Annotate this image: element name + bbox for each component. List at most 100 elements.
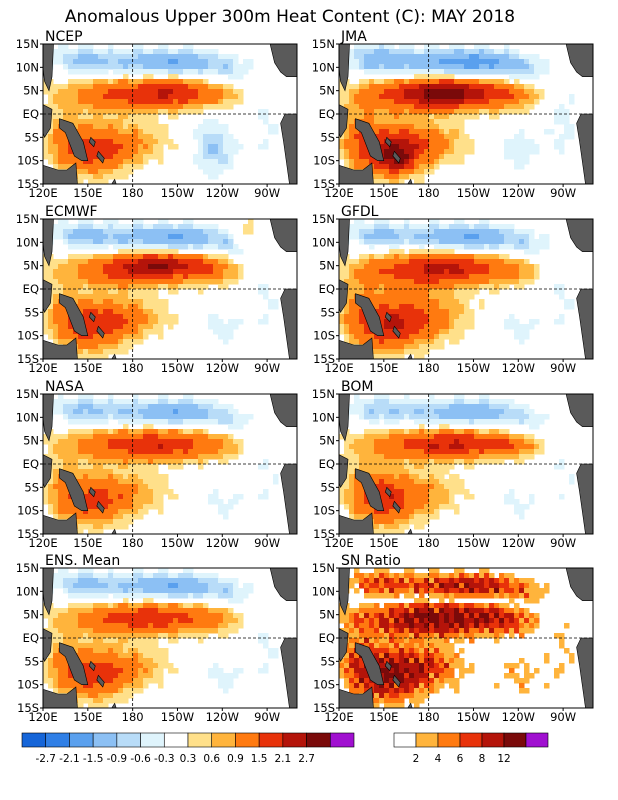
- contour-cell: [464, 224, 470, 230]
- contour-cell: [479, 414, 485, 420]
- contour-cell: [263, 464, 269, 470]
- contour-cell: [439, 284, 445, 290]
- contour-cell: [88, 244, 94, 250]
- contour-cell: [118, 154, 124, 160]
- contour-cell: [429, 449, 435, 455]
- contour-cell: [223, 134, 229, 140]
- contour-cell: [43, 84, 49, 90]
- contour-cell: [163, 49, 169, 55]
- contour-cell: [384, 79, 390, 85]
- contour-cell: [83, 344, 89, 350]
- contour-cell: [188, 414, 194, 420]
- contour-cell: [173, 244, 179, 250]
- contour-cell: [379, 84, 385, 90]
- contour-cell: [178, 224, 184, 230]
- land-mass: [269, 394, 297, 428]
- contour-cell: [449, 449, 455, 455]
- contour-cell: [248, 224, 254, 230]
- contour-cell: [128, 279, 134, 285]
- contour-cell: [434, 159, 440, 165]
- contour-cell: [138, 339, 144, 345]
- contour-cell: [193, 264, 199, 270]
- contour-cell: [389, 249, 395, 255]
- contour-cell: [524, 439, 530, 445]
- contour-cell: [434, 439, 440, 445]
- contour-cell: [218, 329, 224, 335]
- contour-cell: [514, 109, 520, 115]
- contour-cell: [364, 234, 370, 240]
- contour-cell: [108, 314, 114, 320]
- contour-cell: [93, 399, 99, 405]
- contour-cell: [554, 144, 560, 150]
- contour-cell: [98, 289, 104, 295]
- contour-cell: [384, 254, 390, 260]
- contour-cell: [379, 234, 385, 240]
- contour-cell: [78, 94, 84, 100]
- contour-cell: [53, 164, 59, 170]
- contour-cell: [263, 284, 269, 290]
- contour-cell: [158, 64, 164, 70]
- contour-cell: [233, 444, 239, 450]
- contour-cell: [43, 144, 49, 150]
- contour-cell: [489, 244, 495, 250]
- contour-cell: [484, 99, 490, 105]
- contour-cell: [529, 449, 535, 455]
- contour-cell: [434, 134, 440, 140]
- contour-cell: [123, 114, 129, 120]
- contour-cell: [384, 119, 390, 125]
- contour-cell: [434, 129, 440, 135]
- contour-cell: [374, 429, 380, 435]
- contour-cell: [414, 429, 420, 435]
- contour-cell: [474, 64, 480, 70]
- contour-cell: [459, 284, 465, 290]
- contour-cell: [58, 319, 64, 325]
- contour-cell: [389, 224, 395, 230]
- contour-cell: [138, 154, 144, 160]
- contour-cell: [419, 239, 425, 245]
- contour-cell: [439, 259, 445, 265]
- contour-cell: [359, 259, 365, 265]
- contour-cell: [203, 419, 209, 425]
- contour-cell: [429, 494, 435, 500]
- contour-cell: [103, 219, 109, 225]
- contour-cell: [143, 149, 149, 155]
- contour-cell: [108, 44, 114, 50]
- contour-cell: [203, 149, 209, 155]
- contour-cell: [168, 444, 174, 450]
- contour-cell: [123, 174, 129, 180]
- contour-cell: [344, 449, 350, 455]
- contour-cell: [454, 454, 460, 460]
- contour-cell: [434, 54, 440, 60]
- contour-cell: [148, 249, 154, 255]
- contour-cell: [188, 89, 194, 95]
- contour-cell: [173, 314, 179, 320]
- contour-cell: [349, 64, 355, 70]
- contour-cell: [449, 104, 455, 110]
- contour-cell: [479, 59, 485, 65]
- panel-title: GFDL: [341, 204, 379, 220]
- contour-cell: [394, 479, 400, 485]
- contour-cell: [203, 79, 209, 85]
- contour-cell: [68, 434, 74, 440]
- contour-cell: [414, 224, 420, 230]
- contour-cell: [399, 259, 405, 265]
- contour-cell: [63, 54, 69, 60]
- contour-cell: [424, 294, 430, 300]
- contour-cell: [429, 64, 435, 70]
- contour-cell: [108, 144, 114, 150]
- contour-cell: [123, 514, 129, 520]
- contour-cell: [484, 104, 490, 110]
- contour-cell: [364, 449, 370, 455]
- contour-cell: [404, 319, 410, 325]
- contour-cell: [228, 159, 234, 165]
- contour-cell: [399, 179, 405, 184]
- contour-cell: [384, 59, 390, 65]
- contour-cell: [499, 234, 505, 240]
- contour-cell: [198, 224, 204, 230]
- contour-cell: [349, 459, 355, 465]
- contour-cell: [499, 69, 505, 75]
- contour-cell: [344, 149, 350, 155]
- contour-cell: [384, 334, 390, 340]
- contour-cell: [479, 84, 485, 90]
- contour-cell: [359, 494, 365, 500]
